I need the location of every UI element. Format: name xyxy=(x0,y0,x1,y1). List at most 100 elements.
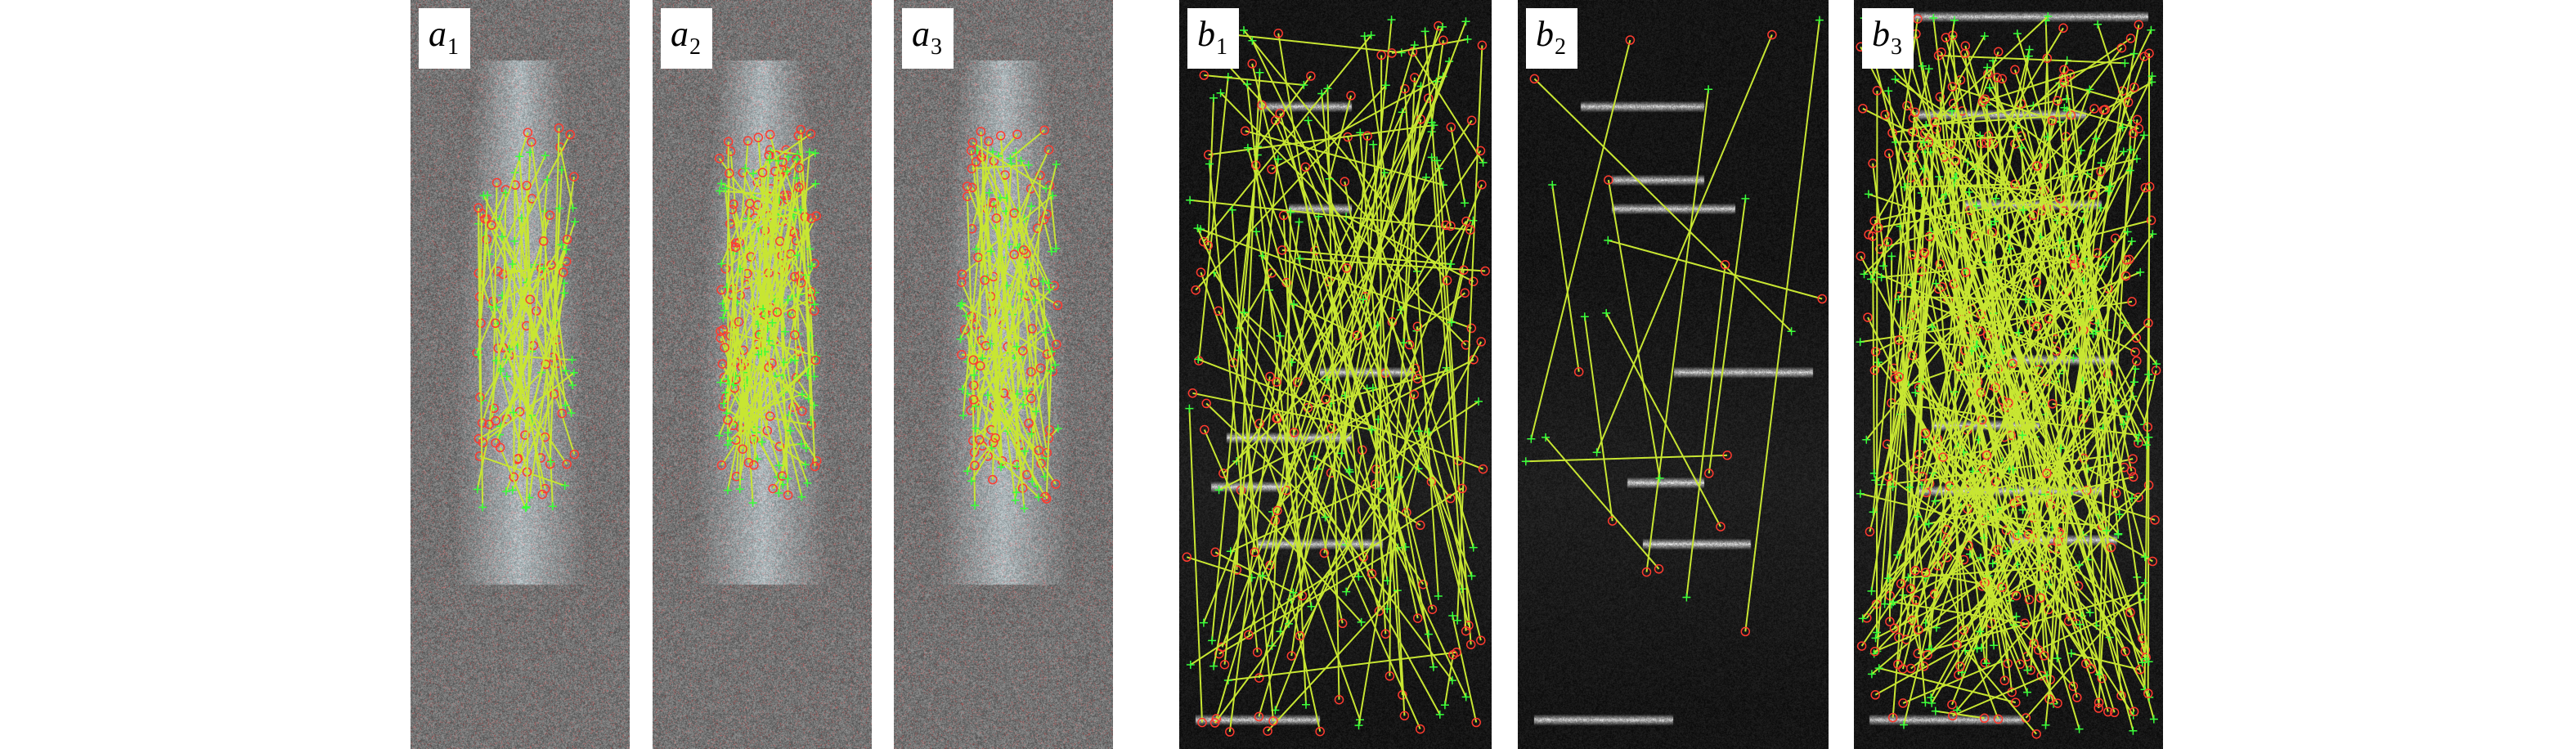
keypoint-circle xyxy=(1340,177,1350,186)
feature-match-line xyxy=(961,302,1048,355)
feature-match-line xyxy=(1968,545,2028,693)
feature-match-line xyxy=(735,182,816,244)
keypoint-cross xyxy=(2139,131,2148,140)
feature-match-line xyxy=(793,151,810,335)
keypoint-circle xyxy=(1936,47,1946,57)
feature-match-line xyxy=(1281,249,1452,265)
keypoint-circle xyxy=(2059,65,2069,74)
feature-match-line xyxy=(995,218,1025,509)
keypoint-cross xyxy=(1976,554,1985,563)
keypoint-circle xyxy=(990,433,1000,443)
keypoint-circle xyxy=(1267,164,1277,174)
keypoint-circle xyxy=(810,461,820,472)
keypoint-cross xyxy=(983,391,992,400)
keypoint-circle xyxy=(749,460,759,470)
keypoint-cross xyxy=(2008,465,2017,474)
keypoint-circle xyxy=(988,474,998,485)
keypoint-cross xyxy=(1991,194,2000,203)
keypoint-cross xyxy=(1323,84,1332,93)
keypoint-cross xyxy=(1931,706,1940,715)
keypoint-circle xyxy=(997,455,1008,466)
keypoint-circle xyxy=(777,471,788,481)
keypoint-circle xyxy=(2047,399,2058,409)
keypoint-cross xyxy=(1888,482,1897,491)
keypoint-circle xyxy=(1919,662,1929,671)
keypoint-circle xyxy=(2111,488,2121,498)
keypoint-circle xyxy=(980,275,990,285)
keypoint-circle xyxy=(1919,248,1930,258)
feature-match-line xyxy=(750,151,772,258)
keypoint-circle xyxy=(1960,267,1971,277)
keypoint-cross xyxy=(554,204,563,213)
keypoint-circle xyxy=(1026,393,1036,404)
keypoint-cross xyxy=(2098,262,2107,271)
feature-match-line xyxy=(1860,492,2029,536)
keypoint-circle xyxy=(1654,564,1664,574)
keypoint-circle xyxy=(2069,259,2080,270)
keypoint-cross xyxy=(757,437,766,446)
feature-match-line xyxy=(980,346,1017,367)
keypoint-cross xyxy=(2120,59,2129,68)
feature-match-line xyxy=(738,350,744,490)
keypoint-circle xyxy=(1277,245,1287,255)
feature-match-line xyxy=(2056,194,2094,659)
keypoint-circle xyxy=(1399,711,1410,721)
feature-match-line xyxy=(1223,159,1279,665)
keypoint-circle xyxy=(1412,321,1423,331)
keypoint-circle xyxy=(2072,693,2082,702)
keypoint-circle xyxy=(2120,647,2130,657)
keypoint-circle xyxy=(1384,671,1395,681)
keypoint-circle xyxy=(1476,337,1486,347)
keypoint-circle xyxy=(1914,383,1924,392)
feature-match-line xyxy=(1923,438,1985,521)
feature-match-line xyxy=(492,182,498,409)
feature-match-line xyxy=(1887,153,1978,649)
keypoint-cross xyxy=(561,401,570,410)
keypoint-cross xyxy=(1354,721,1363,730)
feature-match-line xyxy=(1328,95,1352,180)
keypoint-circle xyxy=(1910,566,1920,576)
keypoint-circle xyxy=(1400,83,1410,94)
keypoint-circle xyxy=(1197,717,1207,728)
keypoint-cross xyxy=(1252,227,1261,236)
keypoint-circle xyxy=(1219,659,1230,670)
keypoint-circle xyxy=(475,392,485,402)
keypoint-cross xyxy=(2104,186,2113,195)
keypoint-circle xyxy=(1465,225,1475,235)
feature-match-line xyxy=(1190,487,1463,666)
panel-label-letter: a xyxy=(912,14,930,54)
feature-match-line xyxy=(768,340,771,417)
keypoint-cross xyxy=(1924,519,1933,528)
feature-match-line xyxy=(773,159,797,346)
feature-match-line xyxy=(2016,535,2134,716)
keypoint-circle xyxy=(716,285,726,295)
keypoint-circle xyxy=(2138,633,2147,644)
keypoint-cross xyxy=(562,245,571,254)
feature-match-line xyxy=(2032,38,2132,107)
feature-match-line xyxy=(1274,184,1483,711)
panel-label-index: 1 xyxy=(1216,34,1227,60)
keypoint-circle xyxy=(757,168,768,177)
keypoint-cross xyxy=(1240,308,1249,317)
keypoint-circle xyxy=(1346,91,1356,101)
keypoint-circle xyxy=(491,437,500,448)
keypoint-cross xyxy=(1041,328,1050,337)
feature-match-line xyxy=(1900,132,1914,415)
feature-matches-overlay xyxy=(1182,16,1490,737)
keypoint-cross xyxy=(560,289,569,298)
keypoint-cross xyxy=(2024,52,2033,61)
panel-b1: b1 xyxy=(1179,0,1492,749)
feature-match-line xyxy=(975,202,994,249)
keypoint-circle xyxy=(2069,253,2079,263)
keypoint-cross xyxy=(1427,118,1436,127)
keypoint-circle xyxy=(2109,707,2120,718)
panel-a2: a2 xyxy=(653,0,872,749)
keypoint-cross xyxy=(1011,496,1020,505)
feature-match-line xyxy=(722,188,772,318)
feature-match-line xyxy=(1898,20,1955,378)
keypoint-cross xyxy=(978,354,987,363)
feature-match-line xyxy=(1213,376,1271,666)
keypoint-circle xyxy=(2031,321,2042,331)
feature-match-line xyxy=(495,249,568,444)
keypoint-circle xyxy=(2125,608,2135,617)
